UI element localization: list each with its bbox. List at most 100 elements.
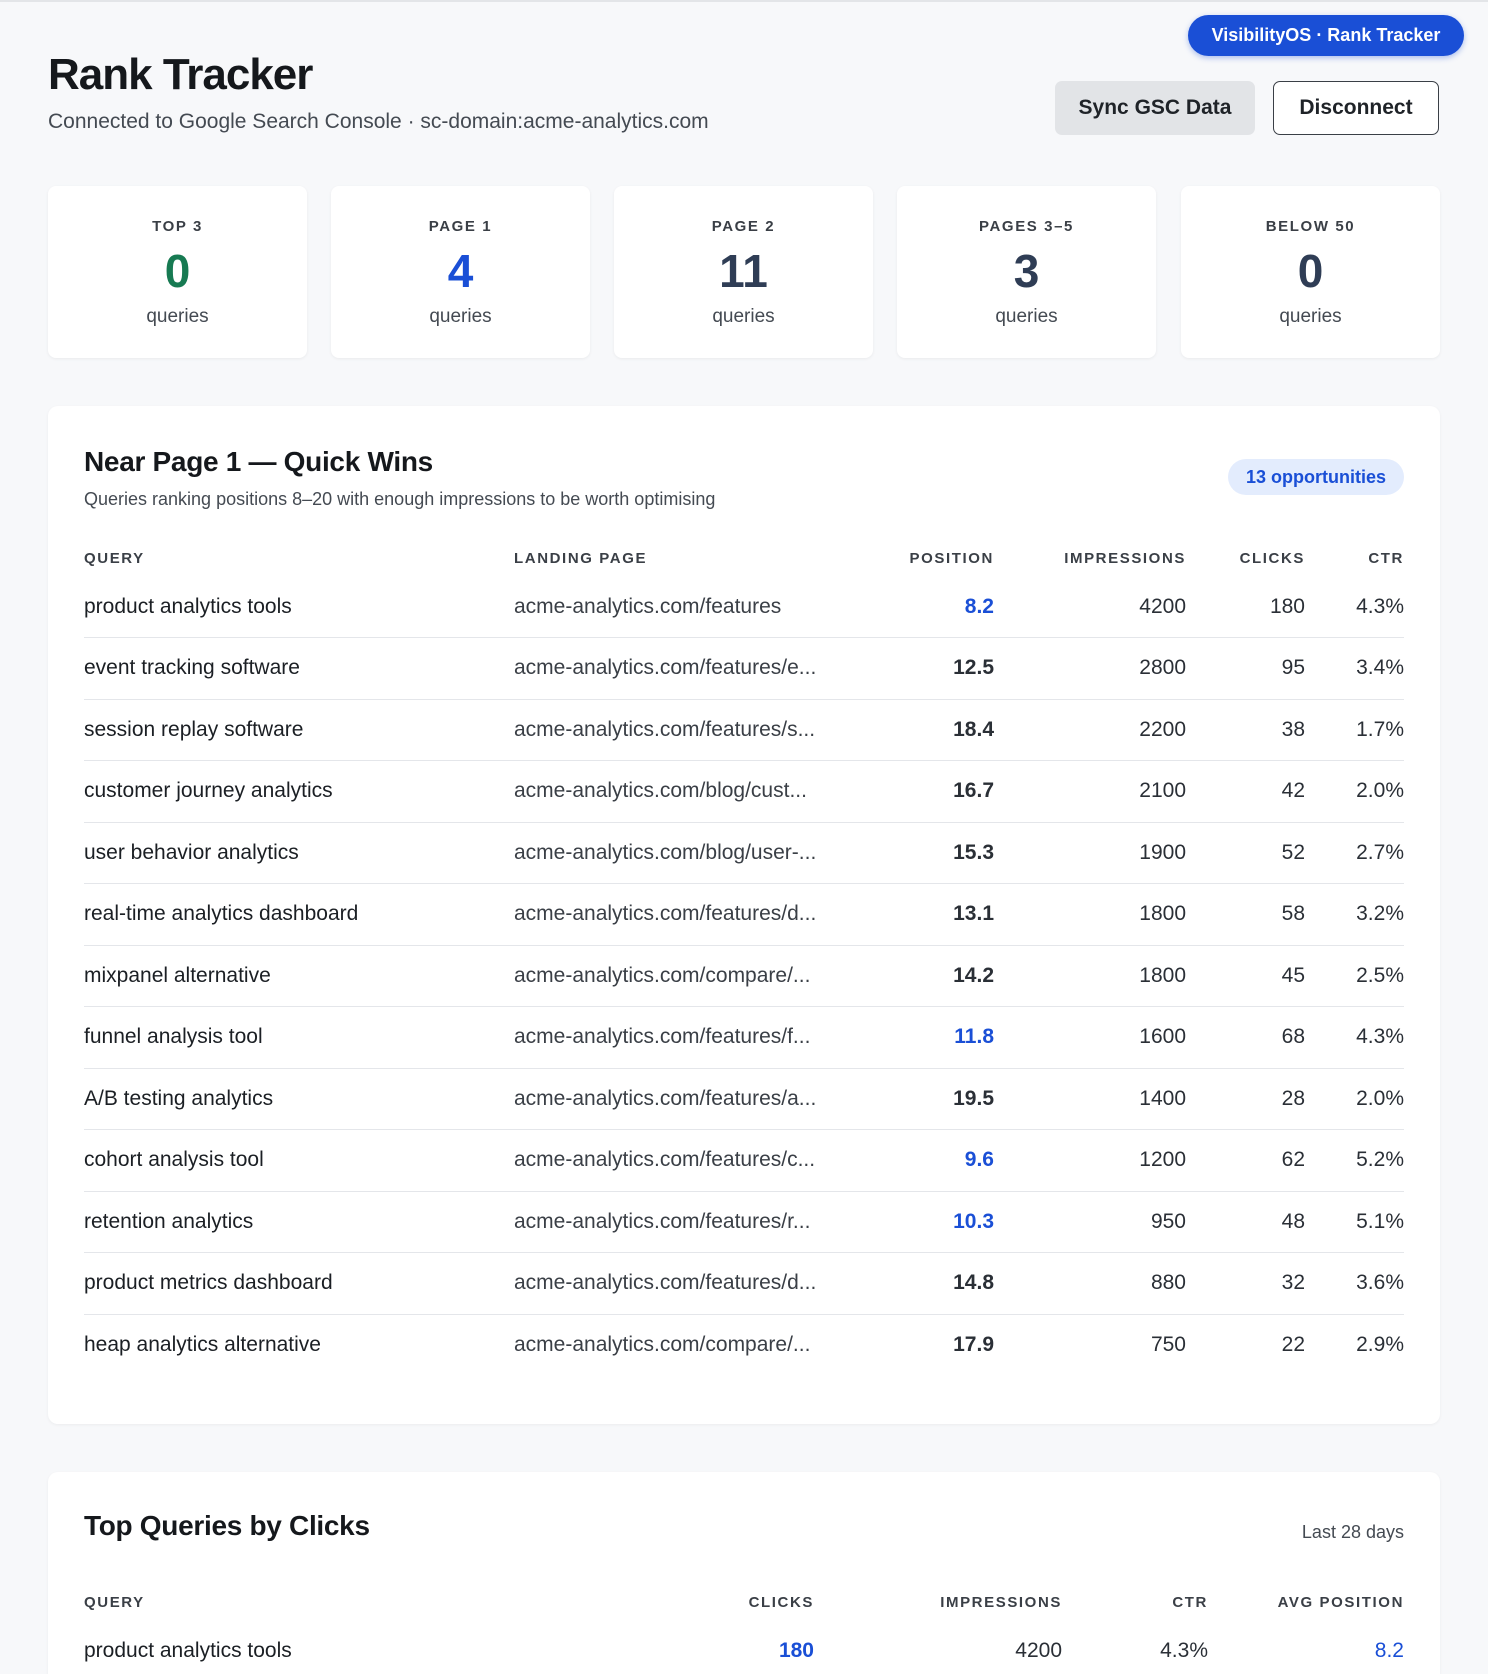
position-cell: 12.5 — [844, 637, 994, 700]
top-queries-title: Top Queries by Clicks — [84, 1510, 370, 1541]
impressions-cell: 4200 — [1015, 1638, 1062, 1662]
stat-value: 0 — [164, 245, 191, 297]
disconnect-button[interactable]: Disconnect — [1273, 81, 1439, 135]
table-row[interactable]: A/B testing analytics acme-analytics.com/… — [84, 1068, 1404, 1130]
position-cell: 9.6 — [844, 1129, 994, 1192]
top-queries-rows: product analytics tools 180 4200 4.3% 8.2 — [84, 1620, 1404, 1674]
table-row[interactable]: product metrics dashboard acme-analytics.… — [84, 1252, 1404, 1315]
page-title: Rank Tracker — [48, 50, 313, 99]
landing-page-link[interactable]: acme-analytics.com/features/s... — [514, 699, 844, 761]
top-queries-panel: Top Queries by Clicks Last 28 days QUERY… — [48, 1472, 1440, 1674]
stats-row: TOP 3 0 queries PAGE 1 4 queries PAGE 2 … — [48, 186, 1440, 358]
landing-page-link[interactable]: acme-analytics.com/features/d... — [514, 1252, 844, 1315]
quick-wins-title: Near Page 1 — Quick Wins — [84, 446, 433, 477]
table-row[interactable]: product analytics tools acme-analytics.co… — [84, 576, 1404, 638]
table-row[interactable]: product analytics tools 180 4200 4.3% 8.2 — [84, 1620, 1404, 1674]
table-header-row: QUERY CLICKS IMPRESSIONS CTR AVG POSITIO… — [84, 1584, 1404, 1620]
ctr-cell: 4.3% — [1305, 576, 1404, 638]
column-header-landing-page[interactable]: LANDING PAGE — [514, 549, 648, 567]
stat-value: 11 — [719, 245, 768, 297]
ctr-cell: 2.7% — [1305, 822, 1404, 884]
clicks-cell: 28 — [1186, 1068, 1305, 1130]
avg-position-cell: 8.2 — [1374, 1638, 1404, 1662]
column-header-clicks[interactable]: CLICKS — [1239, 549, 1305, 567]
column-header-query[interactable]: QUERY — [84, 549, 145, 567]
table-row[interactable]: real-time analytics dashboard acme-analyt… — [84, 883, 1404, 946]
column-header-avg-position[interactable]: AVG POSITION — [1277, 1593, 1404, 1611]
landing-page-link[interactable]: acme-analytics.com/features/e... — [514, 637, 844, 700]
stat-card-page2: PAGE 2 11 queries — [614, 186, 873, 358]
query-cell: user behavior analytics — [84, 822, 514, 884]
column-header-ctr[interactable]: CTR — [1368, 549, 1404, 567]
landing-page-link[interactable]: acme-analytics.com/compare/... — [514, 1333, 811, 1356]
ctr-cell: 3.4% — [1305, 637, 1404, 700]
ctr-cell: 5.1% — [1305, 1191, 1404, 1253]
impressions-cell: 2100 — [994, 760, 1186, 823]
quick-wins-table: QUERY LANDING PAGE POSITION IMPRESSIONS … — [84, 540, 1404, 1376]
impressions-cell: 1200 — [994, 1129, 1186, 1192]
column-header-impressions[interactable]: IMPRESSIONS — [940, 1593, 1062, 1611]
query-cell: product analytics tools — [84, 1638, 292, 1662]
top-queries-table: QUERY CLICKS IMPRESSIONS CTR AVG POSITIO… — [84, 1584, 1404, 1674]
landing-page-link[interactable]: acme-analytics.com/blog/user-... — [514, 822, 844, 884]
landing-page-link[interactable]: acme-analytics.com/blog/cust... — [514, 760, 844, 823]
clicks-cell: 52 — [1186, 822, 1305, 884]
ctr-cell: 4.3% — [1305, 1006, 1404, 1069]
table-row[interactable]: funnel analysis tool acme-analytics.com/f… — [84, 1006, 1404, 1069]
table-row[interactable]: mixpanel alternative acme-analytics.com/c… — [84, 945, 1404, 1007]
quick-wins-panel: Near Page 1 — Quick Wins Queries ranking… — [48, 406, 1440, 1424]
stat-unit: queries — [995, 306, 1058, 327]
ctr-cell: 3.6% — [1305, 1252, 1404, 1315]
table-row[interactable]: cohort analysis tool acme-analytics.com/f… — [84, 1129, 1404, 1192]
ctr-cell: 2.5% — [1305, 945, 1404, 1007]
date-range-label: Last 28 days — [1301, 1522, 1404, 1542]
stat-unit: queries — [429, 306, 492, 327]
top-divider — [0, 0, 1488, 2]
stat-value: 4 — [447, 245, 474, 297]
clicks-cell: 68 — [1186, 1006, 1305, 1069]
clicks-cell: 22 — [1281, 1333, 1305, 1356]
position-cell: 10.3 — [844, 1191, 994, 1253]
stat-value: 3 — [1013, 245, 1040, 297]
stat-unit: queries — [146, 306, 209, 327]
query-cell: funnel analysis tool — [84, 1006, 514, 1069]
query-cell: cohort analysis tool — [84, 1129, 514, 1192]
impressions-cell: 1400 — [994, 1068, 1186, 1130]
clicks-cell: 45 — [1186, 945, 1305, 1007]
landing-page-link[interactable]: acme-analytics.com/features/a... — [514, 1068, 844, 1130]
position-cell: 17.9 — [953, 1333, 994, 1356]
column-header-clicks[interactable]: CLICKS — [748, 1593, 814, 1611]
sync-gsc-button[interactable]: Sync GSC Data — [1055, 81, 1255, 135]
stat-label: PAGES 3–5 — [979, 218, 1074, 235]
landing-page-link[interactable]: acme-analytics.com/features/r... — [514, 1191, 844, 1253]
app-badge[interactable]: VisibilityOS · Rank Tracker — [1188, 15, 1464, 56]
quick-wins-rows: product analytics tools acme-analytics.co… — [84, 576, 1404, 1376]
table-row[interactable]: session replay software acme-analytics.co… — [84, 699, 1404, 761]
position-cell: 14.8 — [844, 1252, 994, 1315]
position-cell: 13.1 — [844, 883, 994, 946]
position-cell: 15.3 — [844, 822, 994, 884]
column-header-impressions[interactable]: IMPRESSIONS — [1064, 549, 1186, 567]
query-cell: heap analytics alternative — [84, 1333, 321, 1356]
landing-page-link[interactable]: acme-analytics.com/features/d... — [514, 883, 844, 946]
query-cell: session replay software — [84, 699, 514, 761]
table-row[interactable]: user behavior analytics acme-analytics.co… — [84, 822, 1404, 884]
column-header-query[interactable]: QUERY — [84, 1593, 145, 1611]
stat-unit: queries — [1279, 306, 1342, 327]
landing-page-link[interactable]: acme-analytics.com/compare/... — [514, 945, 844, 1007]
impressions-cell: 4200 — [994, 576, 1186, 638]
ctr-cell: 2.0% — [1305, 760, 1404, 823]
ctr-cell: 2.9% — [1356, 1333, 1404, 1356]
ctr-cell: 1.7% — [1305, 699, 1404, 761]
table-row[interactable]: heap analytics alternative acme-analytics… — [84, 1314, 1404, 1376]
clicks-cell: 180 — [1186, 576, 1305, 638]
table-row[interactable]: customer journey analytics acme-analytics… — [84, 760, 1404, 823]
landing-page-link[interactable]: acme-analytics.com/features/f... — [514, 1006, 844, 1069]
table-row[interactable]: event tracking software acme-analytics.co… — [84, 637, 1404, 700]
landing-page-link[interactable]: acme-analytics.com/features/c... — [514, 1129, 844, 1192]
connection-subtitle: Connected to Google Search Console · sc-… — [48, 110, 709, 133]
column-header-position[interactable]: POSITION — [909, 549, 994, 567]
table-row[interactable]: retention analytics acme-analytics.com/fe… — [84, 1191, 1404, 1253]
column-header-ctr[interactable]: CTR — [1172, 1593, 1208, 1611]
landing-page-link[interactable]: acme-analytics.com/features — [514, 576, 844, 638]
